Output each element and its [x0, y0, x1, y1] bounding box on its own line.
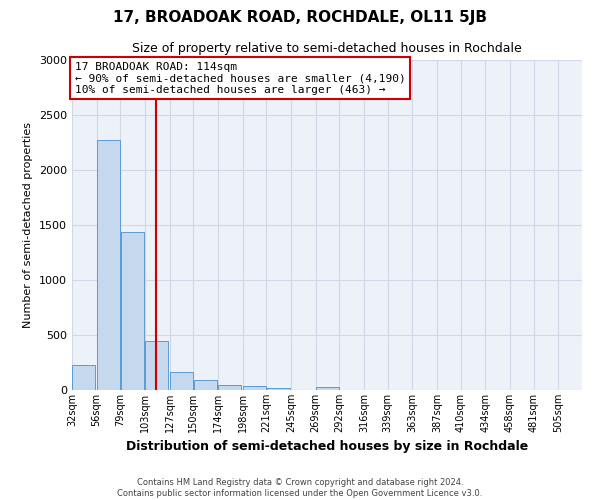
Bar: [73, 364, 95, 390]
Bar: [121, 232, 143, 390]
Title: Size of property relative to semi-detached houses in Rochdale: Size of property relative to semi-detach…: [132, 42, 522, 54]
Bar: [267, 388, 290, 390]
Bar: [97, 140, 120, 390]
X-axis label: Distribution of semi-detached houses by size in Rochdale: Distribution of semi-detached houses by …: [126, 440, 528, 454]
Bar: [170, 372, 193, 390]
Bar: [194, 380, 217, 390]
Bar: [243, 386, 266, 390]
Bar: [218, 384, 241, 390]
Text: 17 BROADOAK ROAD: 114sqm
← 90% of semi-detached houses are smaller (4,190)
10% o: 17 BROADOAK ROAD: 114sqm ← 90% of semi-d…: [74, 62, 406, 95]
Bar: [145, 340, 168, 390]
Text: 17, BROADOAK ROAD, ROCHDALE, OL11 5JB: 17, BROADOAK ROAD, ROCHDALE, OL11 5JB: [113, 10, 487, 25]
Text: Contains HM Land Registry data © Crown copyright and database right 2024.
Contai: Contains HM Land Registry data © Crown c…: [118, 478, 482, 498]
Y-axis label: Number of semi-detached properties: Number of semi-detached properties: [23, 122, 34, 328]
Bar: [316, 387, 339, 390]
